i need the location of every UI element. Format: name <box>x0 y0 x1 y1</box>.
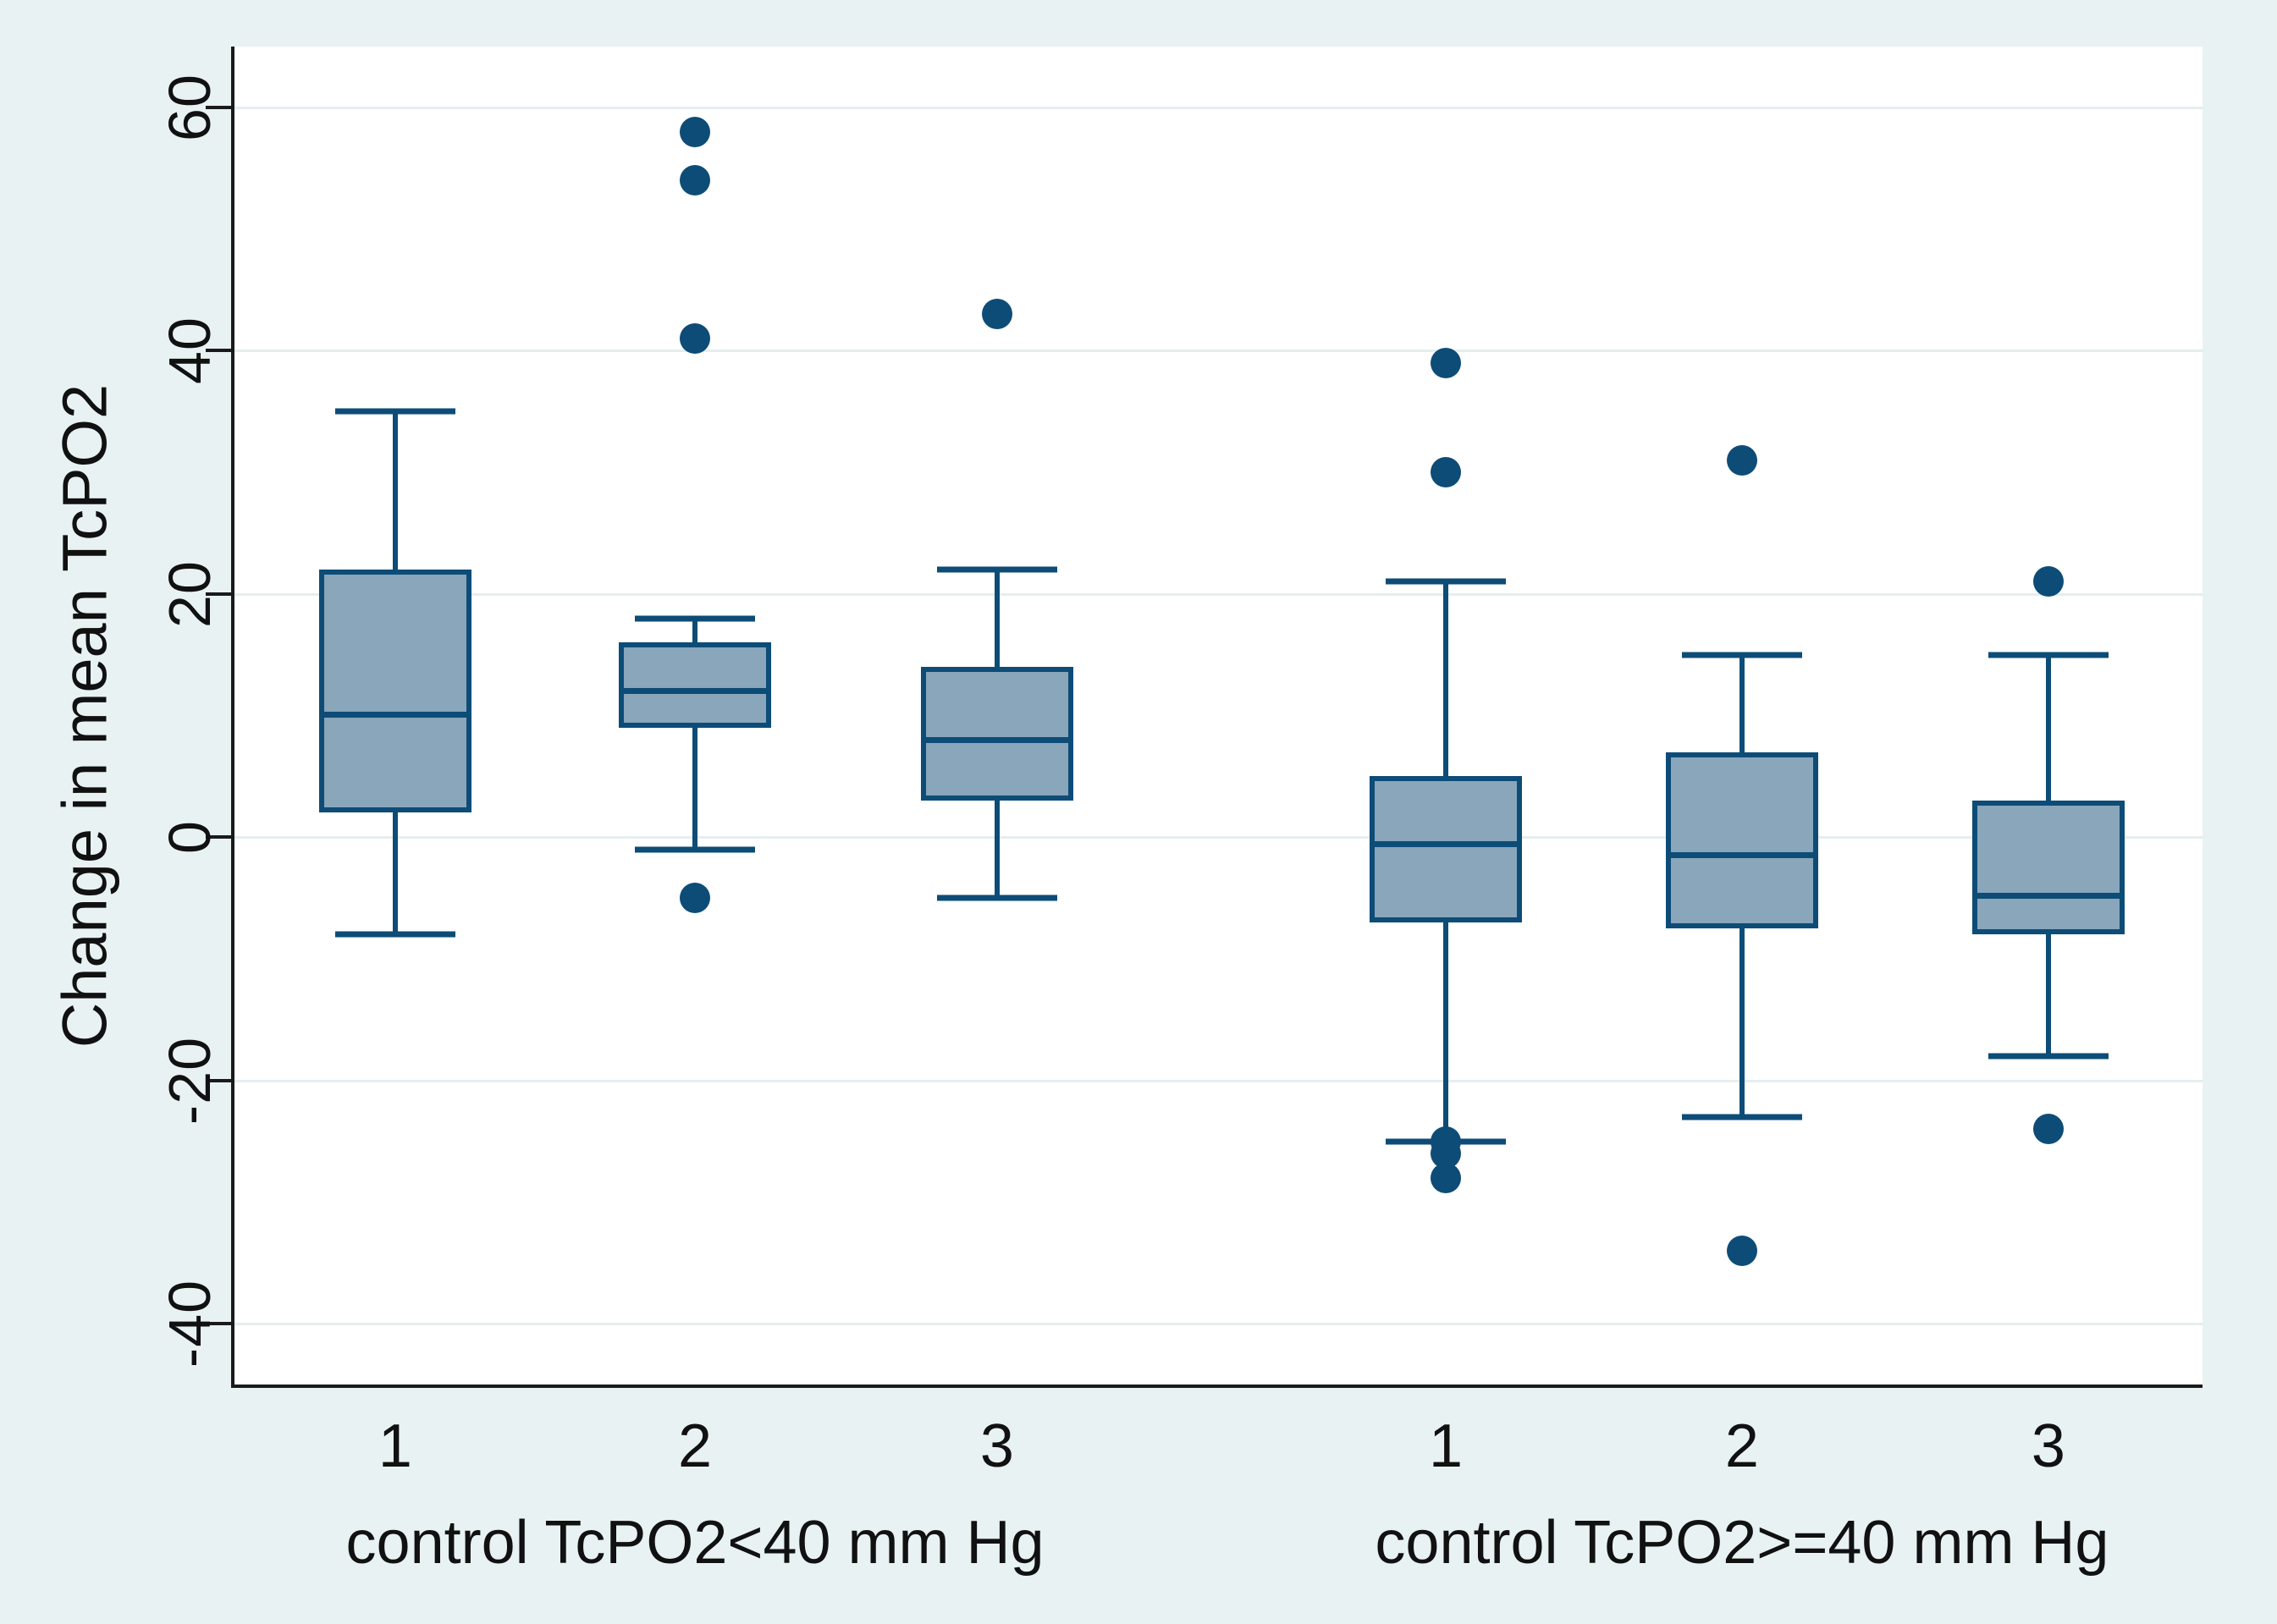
y-tick-label-0: 0 <box>157 820 223 855</box>
plot-area <box>234 47 2203 1385</box>
whisker-cap-high <box>1681 652 1802 658</box>
y-tick-label-40: 40 <box>157 317 223 385</box>
box-slot-g1-1 <box>318 47 471 1385</box>
iqr-box <box>619 642 772 728</box>
iqr-box <box>1971 801 2125 935</box>
box-slot-g2-3 <box>1971 47 2125 1385</box>
outlier-dot <box>680 165 711 196</box>
y-tick--20 <box>206 1078 231 1082</box>
median-line <box>1670 851 1813 858</box>
outlier-dot <box>1726 444 1757 476</box>
gridline-y-20 <box>234 592 2203 596</box>
x-tick-label-g2-1: 1 <box>1429 1412 1464 1480</box>
x-axis-line <box>231 1385 2203 1388</box>
upper-whisker <box>994 570 1000 667</box>
lower-whisker <box>994 801 1000 899</box>
outlier-dot <box>1431 1162 1462 1193</box>
group-label-2: control TcPO2>=40 mm Hg <box>1375 1509 2109 1577</box>
outlier-dot <box>981 299 1012 330</box>
y-tick-label-60: 60 <box>157 73 223 141</box>
y-tick-0 <box>206 835 231 840</box>
box-slot-g2-2 <box>1665 47 1818 1385</box>
y-tick-label--40: -40 <box>157 1280 223 1368</box>
outlier-dot <box>1431 347 1462 378</box>
iqr-box <box>318 570 471 813</box>
outlier-dot <box>1431 457 1462 488</box>
median-line <box>624 687 767 694</box>
box-slot-g1-2 <box>619 47 772 1385</box>
whisker-cap-low <box>635 846 756 853</box>
x-tick-label-g1-3: 3 <box>979 1412 1014 1480</box>
iqr-box <box>1665 751 1818 928</box>
outlier-dot <box>2032 566 2064 597</box>
whisker-cap-high <box>1988 652 2109 658</box>
lower-whisker <box>392 812 398 935</box>
median-line <box>1375 840 1518 847</box>
outlier-dot <box>1726 1235 1757 1266</box>
upper-whisker <box>692 618 698 643</box>
whisker-cap-high <box>334 408 455 415</box>
whisker-cap-high <box>635 615 756 622</box>
whisker-cap-low <box>334 931 455 938</box>
outlier-dot <box>2032 1114 2064 1145</box>
y-tick-40 <box>206 349 231 353</box>
lower-whisker <box>692 727 698 850</box>
y-tick-label--20: -20 <box>157 1036 223 1125</box>
iqr-box <box>920 667 1073 801</box>
lower-whisker <box>2045 934 2051 1056</box>
x-tick-label-g2-3: 3 <box>2031 1412 2065 1480</box>
whisker-cap-low <box>1681 1114 1802 1120</box>
y-tick-60 <box>206 105 231 109</box>
whisker-cap-low <box>1988 1053 2109 1060</box>
gridline-y-0 <box>234 836 2203 840</box>
x-tick-label-g1-2: 2 <box>678 1412 713 1480</box>
gridline-y-60 <box>234 106 2203 109</box>
outlier-dot <box>680 883 711 914</box>
iqr-box <box>1370 776 1523 922</box>
y-axis-title: Change in mean TcPO2 <box>49 383 120 1048</box>
x-tick-label-g1-1: 1 <box>378 1412 412 1480</box>
outlier-dot <box>680 116 711 147</box>
upper-whisker <box>1739 654 1745 752</box>
whisker-cap-low <box>936 895 1057 901</box>
whisker-cap-high <box>1386 578 1507 585</box>
upper-whisker <box>2045 654 2051 801</box>
y-tick-20 <box>206 592 231 596</box>
gridline-y--40 <box>234 1323 2203 1326</box>
gridline-y-40 <box>234 350 2203 353</box>
gridline-y--20 <box>234 1079 2203 1082</box>
outlier-dot <box>680 322 711 354</box>
y-tick-label-20: 20 <box>157 559 223 628</box>
x-tick-label-g2-2: 2 <box>1724 1412 1759 1480</box>
median-line <box>1977 893 2120 900</box>
whisker-cap-high <box>936 566 1057 573</box>
box-slot-g1-3 <box>920 47 1073 1385</box>
y-axis-line <box>231 47 234 1388</box>
lower-whisker <box>1443 922 1449 1142</box>
lower-whisker <box>1739 928 1745 1117</box>
group-label-1: control TcPO2<40 mm Hg <box>345 1509 1045 1577</box>
median-line <box>323 712 466 718</box>
box-slot-g2-1 <box>1370 47 1523 1385</box>
median-line <box>925 736 1068 743</box>
upper-whisker <box>1443 581 1449 777</box>
upper-whisker <box>392 411 398 570</box>
y-tick--40 <box>206 1322 231 1326</box>
